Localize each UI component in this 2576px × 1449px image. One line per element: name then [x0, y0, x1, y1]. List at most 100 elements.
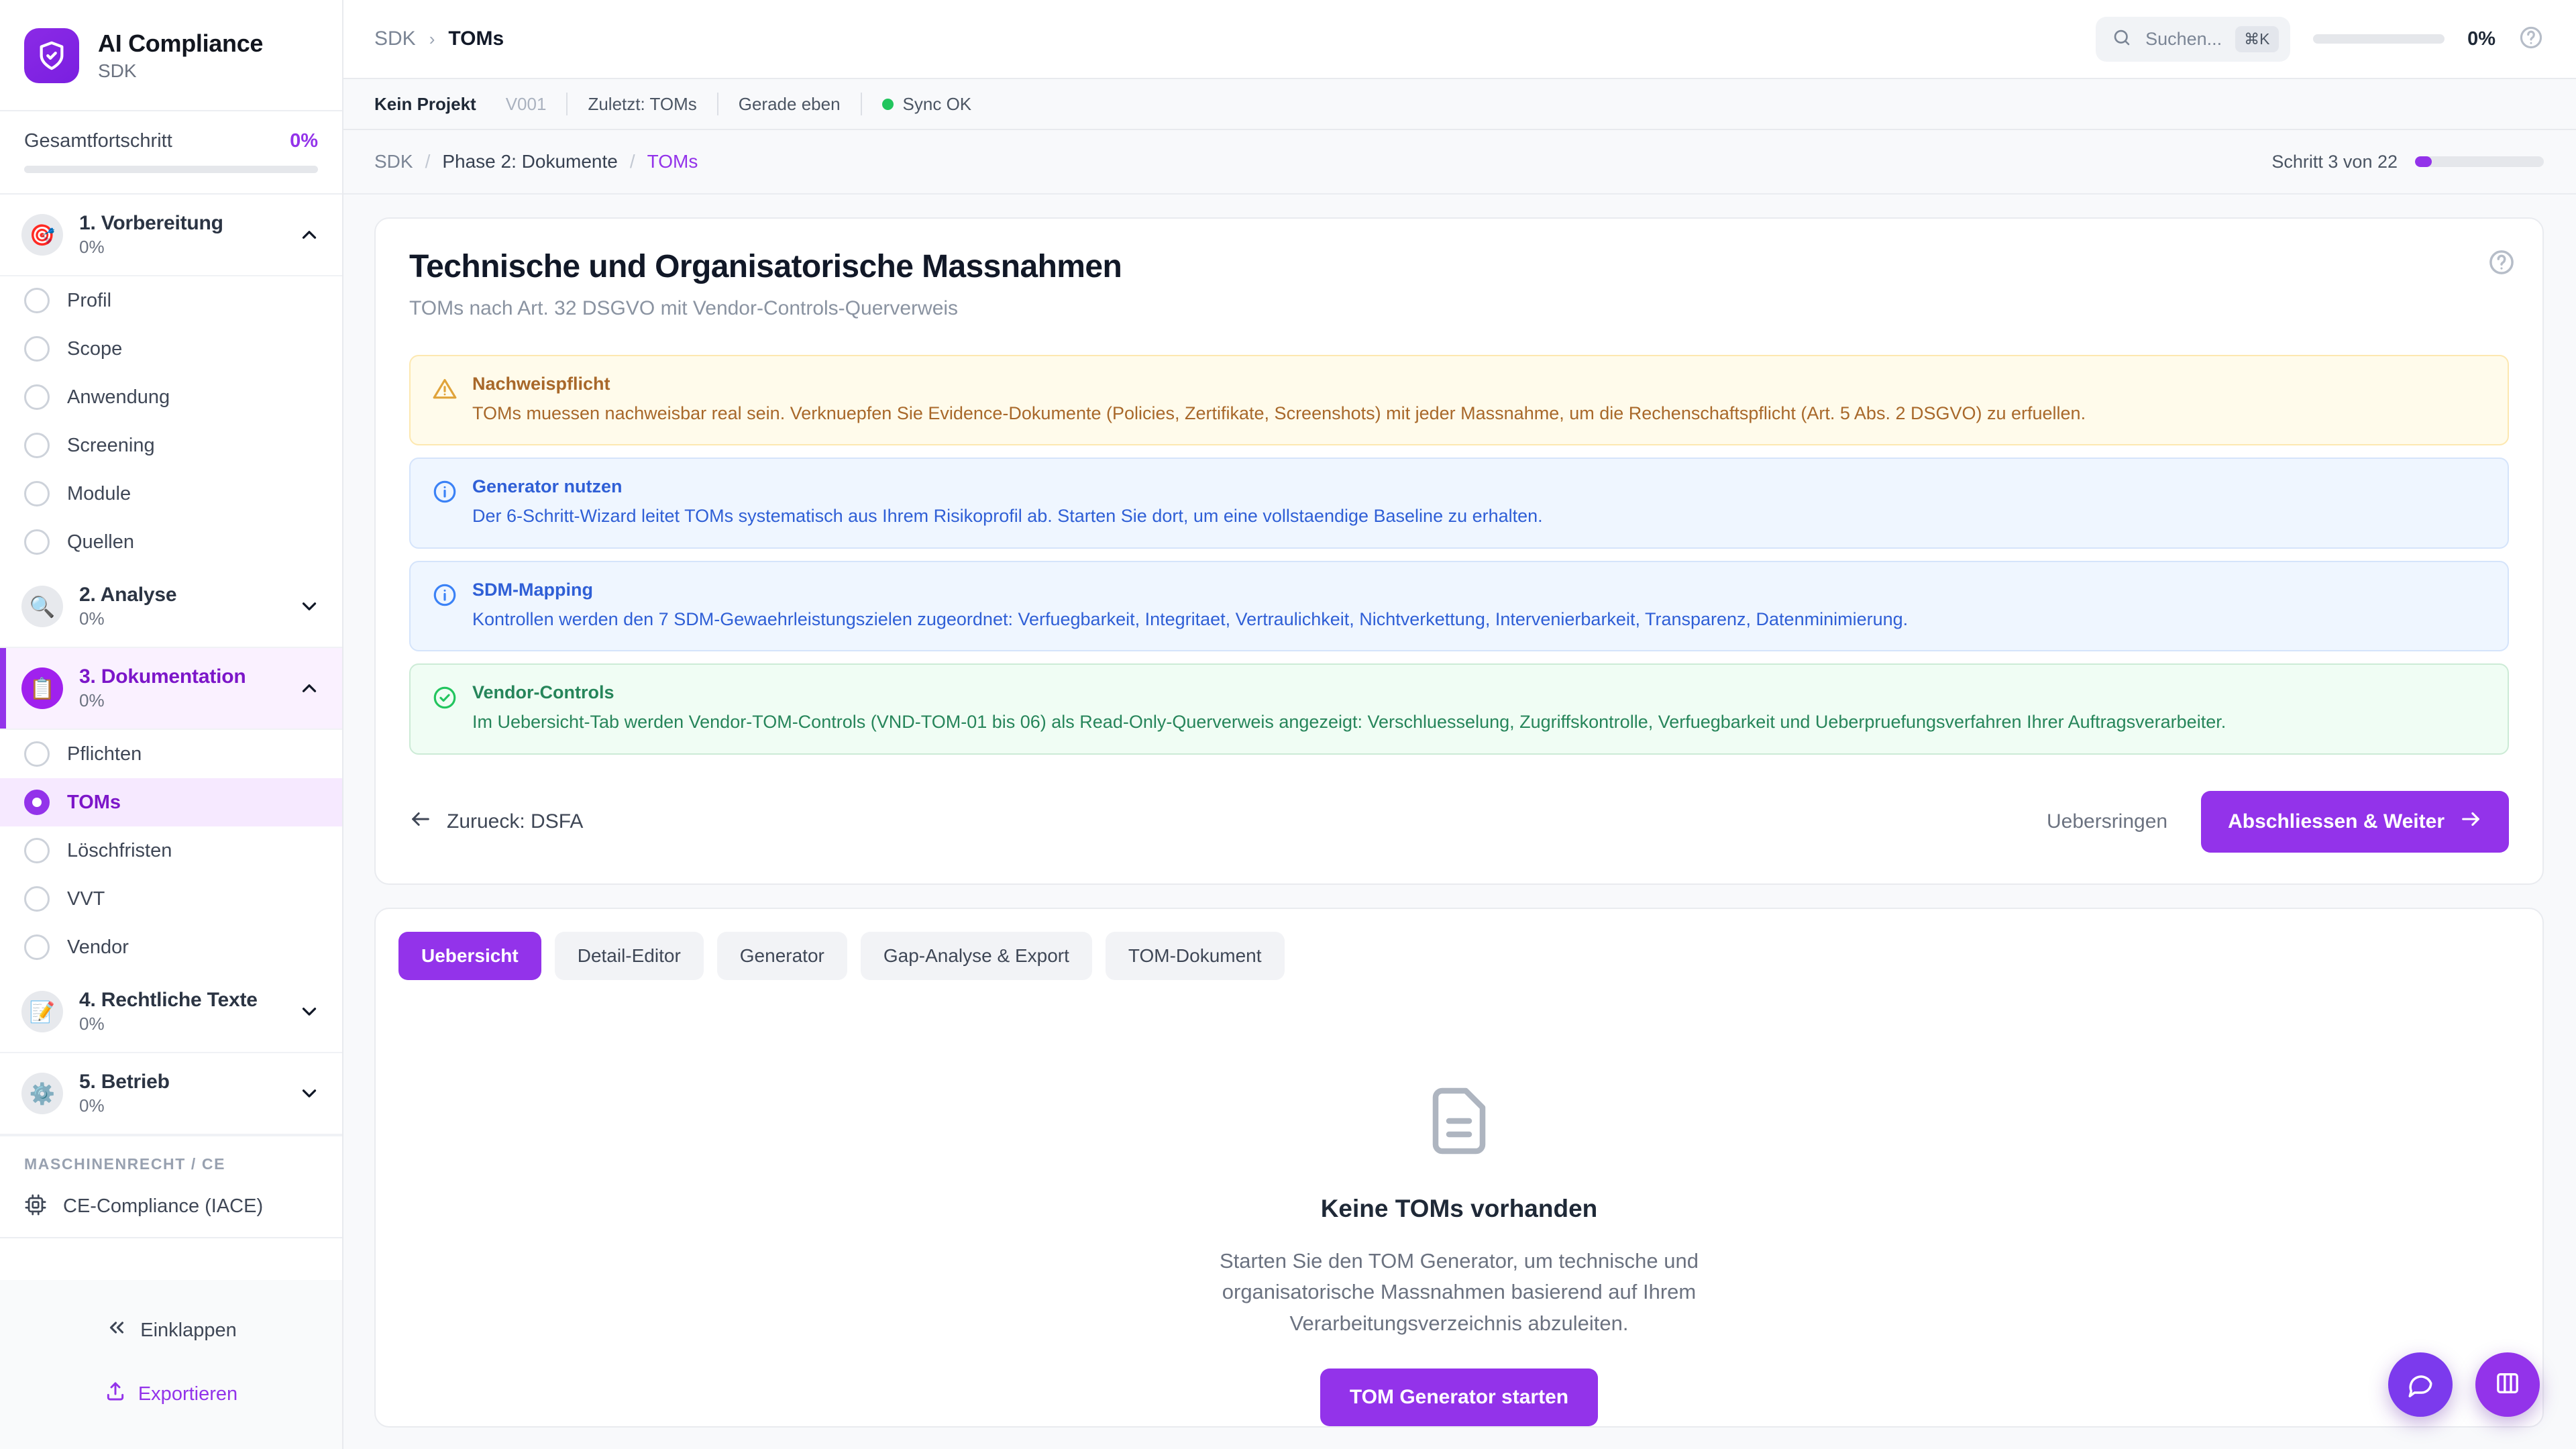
phase-icon: 🎯	[21, 214, 63, 256]
step-indicator: Schritt 3 von 22	[2271, 152, 2544, 172]
sidebar-item-label: Profil	[67, 289, 112, 311]
skip-button[interactable]: Uebersringen	[2046, 810, 2168, 833]
export-button[interactable]: Exportieren	[24, 1356, 318, 1419]
divider	[716, 93, 718, 115]
topbar-breadcrumb-root[interactable]: SDK	[374, 28, 416, 50]
sidebar-subitems-1: Profil Scope Anwendung Screening Module Quell…	[0, 276, 342, 566]
chevron-down-icon[interactable]	[298, 1082, 321, 1105]
collapse-sidebar-button[interactable]: Einklappen	[24, 1304, 318, 1356]
alert-title: Nachweispflicht	[472, 374, 610, 394]
chat-bubble-icon	[2406, 1369, 2434, 1401]
sidebar-module-ce-compliance[interactable]: CE-Compliance (IACE)	[0, 1183, 342, 1238]
topbar-progress-track	[2313, 34, 2445, 44]
topbar-right: Suchen... ⌘K 0%	[2096, 16, 2544, 62]
sidebar-phase-3[interactable]: 📋 3. Dokumentation 0%	[0, 648, 342, 730]
sidebar-nav: 🎯 1. Vorbereitung 0% Profil Scope Anwendung Sc…	[0, 195, 342, 1280]
tab-detail-editor[interactable]: Detail-Editor	[554, 931, 704, 980]
sidebar-item-scope[interactable]: Scope	[0, 325, 342, 373]
search-icon	[2112, 28, 2132, 51]
sidebar-module-label: CE-Compliance (IACE)	[63, 1195, 264, 1217]
sidebar-item-screening[interactable]: Screening	[0, 421, 342, 470]
panel-fab-button[interactable]	[2475, 1352, 2540, 1417]
phase-name: 3. Dokumentation	[79, 665, 246, 688]
tab-card: Uebersicht Detail-Editor Generator Gap-Anal…	[374, 907, 2544, 1428]
overall-progress-value: 0%	[290, 130, 318, 152]
sidebar: AI Compliance SDK Gesamtfortschritt 0% 🎯…	[0, 0, 343, 1449]
export-label: Exportieren	[138, 1383, 238, 1405]
radio-empty-icon	[24, 481, 50, 506]
sidebar-item-module[interactable]: Module	[0, 470, 342, 518]
sidebar-item-profil[interactable]: Profil	[0, 276, 342, 325]
back-button[interactable]: Zurueck: DSFA	[409, 808, 583, 836]
info-circle-icon	[432, 479, 458, 504]
phase-icon: ⚙️	[21, 1073, 63, 1114]
tab-uebersicht[interactable]: Uebersicht	[398, 931, 541, 980]
start-tom-generator-button[interactable]: TOM Generator starten	[1320, 1368, 1599, 1427]
overall-progress-label: Gesamtfortschritt	[24, 130, 172, 152]
sidebar-phase-4[interactable]: 📝 4. Rechtliche Texte 0%	[0, 971, 342, 1053]
sidebar-item-label: Vendor	[67, 936, 129, 958]
topbar: SDK › TOMs Suchen... ⌘K 0%	[343, 0, 2576, 79]
radio-empty-icon	[24, 433, 50, 458]
search-shortcut-badge: ⌘K	[2235, 25, 2279, 52]
radio-empty-icon	[24, 529, 50, 555]
tab-list: Uebersicht Detail-Editor Generator Gap-Anal…	[398, 931, 2520, 980]
divider	[860, 93, 862, 115]
sidebar-item-vvt[interactable]: VVT	[0, 875, 342, 923]
brand-header[interactable]: AI Compliance SDK	[0, 0, 342, 111]
question-circle-icon[interactable]	[2518, 25, 2544, 54]
chevron-up-icon[interactable]	[298, 223, 321, 246]
wizard-nav-right: Uebersringen Abschliessen & Weiter	[2046, 790, 2509, 853]
sidebar-phase-5[interactable]: ⚙️ 5. Betrieb 0%	[0, 1053, 342, 1135]
chat-fab-button[interactable]	[2388, 1352, 2453, 1417]
sidebar-phase-1[interactable]: 🎯 1. Vorbereitung 0%	[0, 195, 342, 276]
chevron-down-icon[interactable]	[298, 1000, 321, 1023]
sidebar-item-quellen[interactable]: Quellen	[0, 518, 342, 566]
alert-title: Generator nutzen	[472, 476, 623, 497]
search-placeholder: Suchen...	[2145, 28, 2222, 49]
step-progress-track	[2415, 156, 2544, 167]
sidebar-item-vendor[interactable]: Vendor	[0, 923, 342, 971]
breadcrumb-item-1[interactable]: Phase 2: Dokumente	[442, 151, 618, 172]
sidebar-item-anwendung[interactable]: Anwendung	[0, 373, 342, 421]
tab-tom-dokument[interactable]: TOM-Dokument	[1105, 931, 1285, 980]
alert-title: Vendor-Controls	[472, 682, 614, 703]
brand-subtitle: SDK	[98, 60, 137, 81]
alert-title: SDM-Mapping	[472, 579, 593, 600]
cpu-chip-icon	[24, 1193, 47, 1220]
check-circle-icon	[432, 685, 458, 710]
overall-progress: Gesamtfortschritt 0%	[0, 111, 342, 195]
status-sync: Sync OK	[862, 94, 992, 115]
floating-action-buttons	[2388, 1352, 2540, 1417]
radio-empty-icon	[24, 741, 50, 767]
topbar-breadcrumb-current: TOMs	[448, 28, 504, 50]
search-input[interactable]: Suchen... ⌘K	[2096, 16, 2291, 62]
phase-percent: 0%	[79, 1014, 105, 1034]
chevron-down-icon[interactable]	[298, 595, 321, 618]
overall-progress-track	[24, 166, 318, 173]
content-scroll: Technische und Organisatorische Massnahm…	[343, 195, 2576, 1449]
tab-gap-analyse-export[interactable]: Gap-Analyse & Export	[860, 931, 1092, 980]
radio-empty-icon	[24, 838, 50, 863]
breadcrumb-item-0[interactable]: SDK	[374, 151, 413, 172]
phase-name: 5. Betrieb	[79, 1071, 170, 1093]
sidebar-phase-2[interactable]: 🔍 2. Analyse 0%	[0, 566, 342, 648]
tab-generator[interactable]: Generator	[716, 931, 847, 980]
sidebar-item-toms[interactable]: TOMs	[0, 778, 342, 826]
complete-and-next-button[interactable]: Abschliessen & Weiter	[2201, 790, 2509, 853]
page-help-icon[interactable]	[2487, 248, 2516, 276]
empty-state-description: Starten Sie den TOM Generator, um techni…	[1220, 1248, 1699, 1335]
sidebar-item-pflichten[interactable]: Pflichten	[0, 730, 342, 778]
upload-icon	[105, 1381, 126, 1407]
arrow-right-icon	[2459, 808, 2482, 836]
sidebar-item-label: Löschfristen	[67, 839, 172, 861]
alert-sdm-mapping: SDM-Mapping Kontrollen werden den 7 SDM-G…	[409, 560, 2509, 652]
status-last: Zuletzt: TOMs	[588, 93, 697, 114]
sidebar-item-l-schfristen[interactable]: Löschfristen	[0, 826, 342, 875]
alert-nachweispflicht: Nachweispflicht TOMs muessen nachweisbar …	[409, 355, 2509, 446]
sidebar-item-label: Module	[67, 482, 131, 504]
radio-empty-icon	[24, 336, 50, 362]
chevron-up-icon[interactable]	[298, 677, 321, 700]
topbar-progress-value: 0%	[2467, 28, 2496, 50]
